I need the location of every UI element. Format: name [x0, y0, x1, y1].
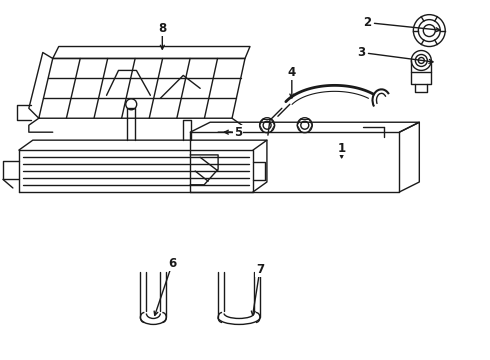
Text: 2: 2	[364, 16, 371, 29]
Text: 3: 3	[358, 46, 366, 59]
Text: 8: 8	[158, 22, 167, 35]
Text: 1: 1	[338, 141, 345, 155]
Text: 4: 4	[288, 66, 296, 79]
Text: 7: 7	[256, 263, 264, 276]
Text: 5: 5	[234, 126, 242, 139]
Text: 6: 6	[168, 257, 176, 270]
